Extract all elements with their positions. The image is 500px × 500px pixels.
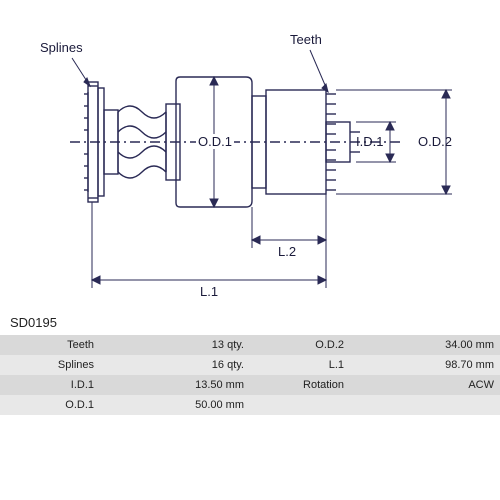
spec-val: ACW	[350, 375, 500, 395]
table-row: Splines 16 qty. L.1 98.70 mm	[0, 355, 500, 375]
spec-key: O.D.1	[0, 395, 100, 415]
spec-val: 13.50 mm	[100, 375, 250, 395]
spec-val: 98.70 mm	[350, 355, 500, 375]
spec-key	[250, 395, 350, 415]
technical-drawing: Splines Teeth O.D.1 I.D.1 O.D.2 L.2 L.1	[0, 0, 500, 310]
spec-key: Teeth	[0, 335, 100, 355]
spec-val: 34.00 mm	[350, 335, 500, 355]
spec-key: Splines	[0, 355, 100, 375]
spec-val: 50.00 mm	[100, 395, 250, 415]
splines-label: Splines	[40, 40, 83, 55]
table-row: O.D.1 50.00 mm	[0, 395, 500, 415]
l2-label: L.2	[278, 244, 296, 259]
teeth-label: Teeth	[290, 32, 322, 47]
spec-key: O.D.2	[250, 335, 350, 355]
spec-val: 16 qty.	[100, 355, 250, 375]
spec-val	[350, 395, 500, 415]
table-row: I.D.1 13.50 mm Rotation ACW	[0, 375, 500, 395]
spec-table: Teeth 13 qty. O.D.2 34.00 mm Splines 16 …	[0, 335, 500, 415]
spec-key: L.1	[250, 355, 350, 375]
spec-val: 13 qty.	[100, 335, 250, 355]
od2-label: O.D.2	[418, 134, 452, 149]
id1-label: I.D.1	[356, 134, 383, 149]
spec-key: I.D.1	[0, 375, 100, 395]
l1-label: L.1	[200, 284, 218, 299]
table-row: Teeth 13 qty. O.D.2 34.00 mm	[0, 335, 500, 355]
od1-label: O.D.1	[196, 134, 234, 149]
part-number: SD0195	[10, 315, 57, 330]
spec-key: Rotation	[250, 375, 350, 395]
